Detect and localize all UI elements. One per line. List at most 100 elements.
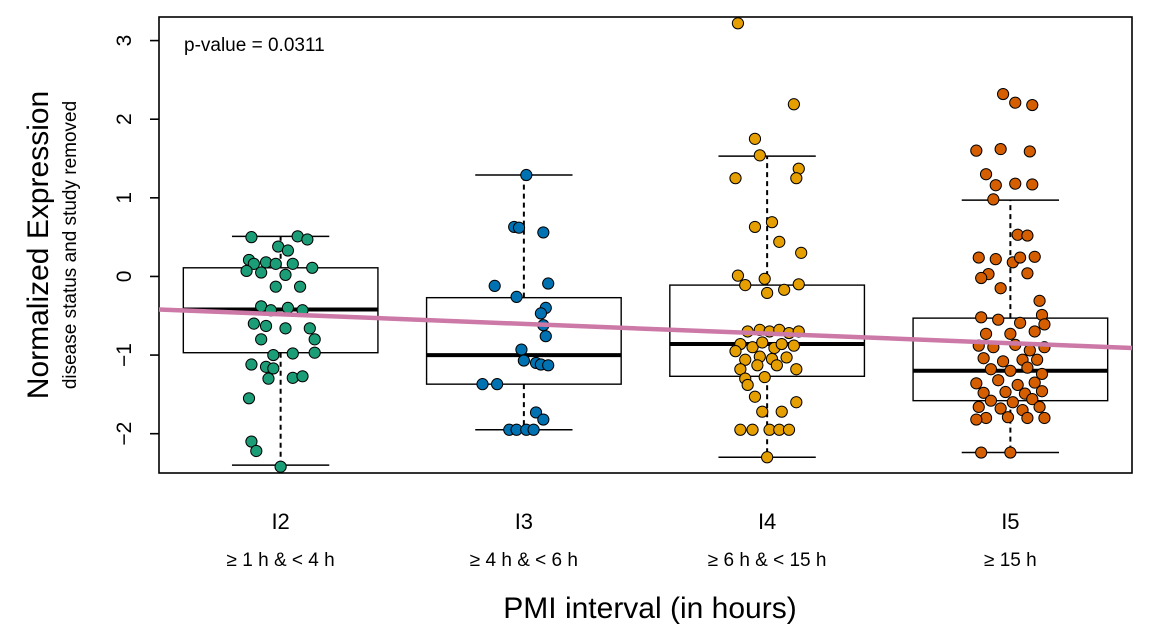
point-i2-11: [240, 264, 253, 278]
point-i4-8: [748, 220, 762, 234]
point-i4-49: [782, 423, 796, 436]
point-i2-36: [245, 435, 258, 448]
point-i5-65: [1004, 446, 1017, 459]
x-axis-title: PMI interval (in hours): [503, 592, 796, 625]
point-i3-18: [529, 406, 543, 419]
point-i2-26: [267, 348, 280, 362]
point-i4-10: [795, 246, 808, 259]
point-i5-24: [975, 311, 988, 324]
point-i4-42: [790, 396, 803, 409]
point-i4-37: [790, 363, 803, 376]
point-i5-62: [1038, 411, 1051, 425]
point-i5-22: [1033, 294, 1046, 307]
x-sublabel-i5: ≥ 15 h: [984, 550, 1037, 571]
y-tick-label-3: 1: [113, 192, 136, 204]
point-i5-13: [972, 251, 985, 264]
point-i2-20: [247, 317, 260, 330]
x-axis-labels: I2 ≥ 1 h & < 4 h I3 ≥ 4 h & < 6 h I4 ≥ 6 h & …: [227, 509, 1037, 571]
point-i5-28: [979, 327, 993, 340]
point-i3-12: [517, 354, 530, 367]
point-i2-27: [286, 347, 299, 360]
point-i4-3: [753, 149, 766, 162]
point-i3-16: [476, 378, 489, 391]
point-i5-49: [999, 385, 1012, 399]
point-i4-16: [761, 286, 774, 300]
point-i5-10: [987, 193, 1000, 206]
point-i5-7: [989, 179, 1002, 192]
point-i3-0: [520, 168, 533, 182]
point-i2-10: [306, 261, 319, 274]
point-i3-2: [512, 221, 526, 234]
point-i5-47: [1028, 376, 1041, 389]
points-layer: [240, 17, 1051, 473]
point-i5-0: [996, 87, 1010, 101]
point-i5-52: [984, 394, 998, 407]
y-tick-label-2: 0: [113, 271, 136, 283]
point-i4-5: [729, 172, 742, 185]
x-tick-label-i4: I4: [758, 509, 776, 534]
point-i4-0: [731, 17, 745, 30]
point-i5-34: [1023, 344, 1036, 357]
x-tick-label-i5: I5: [1001, 509, 1019, 534]
x-tick-label-i2: I2: [271, 509, 289, 534]
x-sublabel-i4: ≥ 6 h & < 15 h: [708, 550, 827, 571]
point-i4-13: [758, 272, 771, 285]
point-i5-42: [1021, 361, 1034, 374]
point-i5-37: [996, 355, 1010, 368]
point-i4-15: [778, 283, 791, 296]
point-i5-40: [984, 363, 998, 376]
point-i5-5: [1023, 145, 1036, 158]
point-i5-30: [1028, 325, 1041, 338]
point-i4-44: [775, 405, 788, 418]
point-i5-6: [979, 168, 993, 181]
point-i4-50: [761, 451, 774, 464]
trend-layer: [158, 307, 1133, 351]
point-i2-13: [279, 268, 292, 281]
point-i5-36: [977, 352, 990, 365]
point-i2-28: [308, 346, 321, 359]
point-i3-3: [537, 226, 550, 239]
point-i5-4: [994, 142, 1007, 156]
plot-frame: [158, 16, 1133, 474]
point-i5-58: [1033, 400, 1046, 414]
point-i4-24: [746, 341, 759, 354]
point-i4-36: [770, 359, 783, 372]
point-i3-23: [527, 423, 540, 436]
point-i5-55: [972, 400, 985, 414]
y-tick-label-5: 3: [113, 35, 136, 47]
point-i5-61: [1021, 411, 1034, 425]
point-i4-46: [746, 423, 759, 436]
point-i2-22: [279, 322, 292, 335]
point-i4-14: [792, 278, 805, 291]
point-i4-7: [765, 216, 779, 229]
point-i2-24: [255, 333, 268, 346]
point-i3-11: [515, 343, 528, 356]
point-i5-44: [970, 377, 983, 390]
point-i4-39: [758, 370, 771, 384]
point-i2-15: [293, 280, 307, 293]
point-i3-10: [539, 330, 552, 343]
point-i4-41: [748, 390, 762, 403]
point-i5-21: [994, 282, 1007, 295]
point-i3-19: [537, 413, 550, 426]
point-i5-41: [1004, 364, 1017, 377]
point-i5-63: [970, 413, 983, 426]
point-i2-8: [269, 257, 282, 270]
point-i5-46: [1011, 378, 1024, 392]
point-i5-56: [994, 402, 1007, 415]
boxes-layer: [182, 155, 1109, 466]
point-i4-34: [734, 363, 747, 376]
point-i4-6: [790, 172, 803, 185]
y-axis-subtitle: disease status and study removed: [60, 101, 81, 389]
point-i5-53: [1006, 396, 1019, 409]
x-sublabel-i2: ≥ 1 h & < 4 h: [227, 550, 335, 571]
point-i5-27: [1038, 318, 1051, 331]
point-i4-1: [787, 98, 800, 111]
point-i4-25: [756, 336, 769, 349]
y-tick-label-4: 2: [113, 113, 136, 125]
point-i2-9: [286, 257, 299, 270]
point-i2-25: [308, 333, 321, 346]
point-i5-14: [989, 253, 1002, 266]
point-i4-33: [780, 351, 793, 364]
point-i2-12: [255, 266, 268, 279]
